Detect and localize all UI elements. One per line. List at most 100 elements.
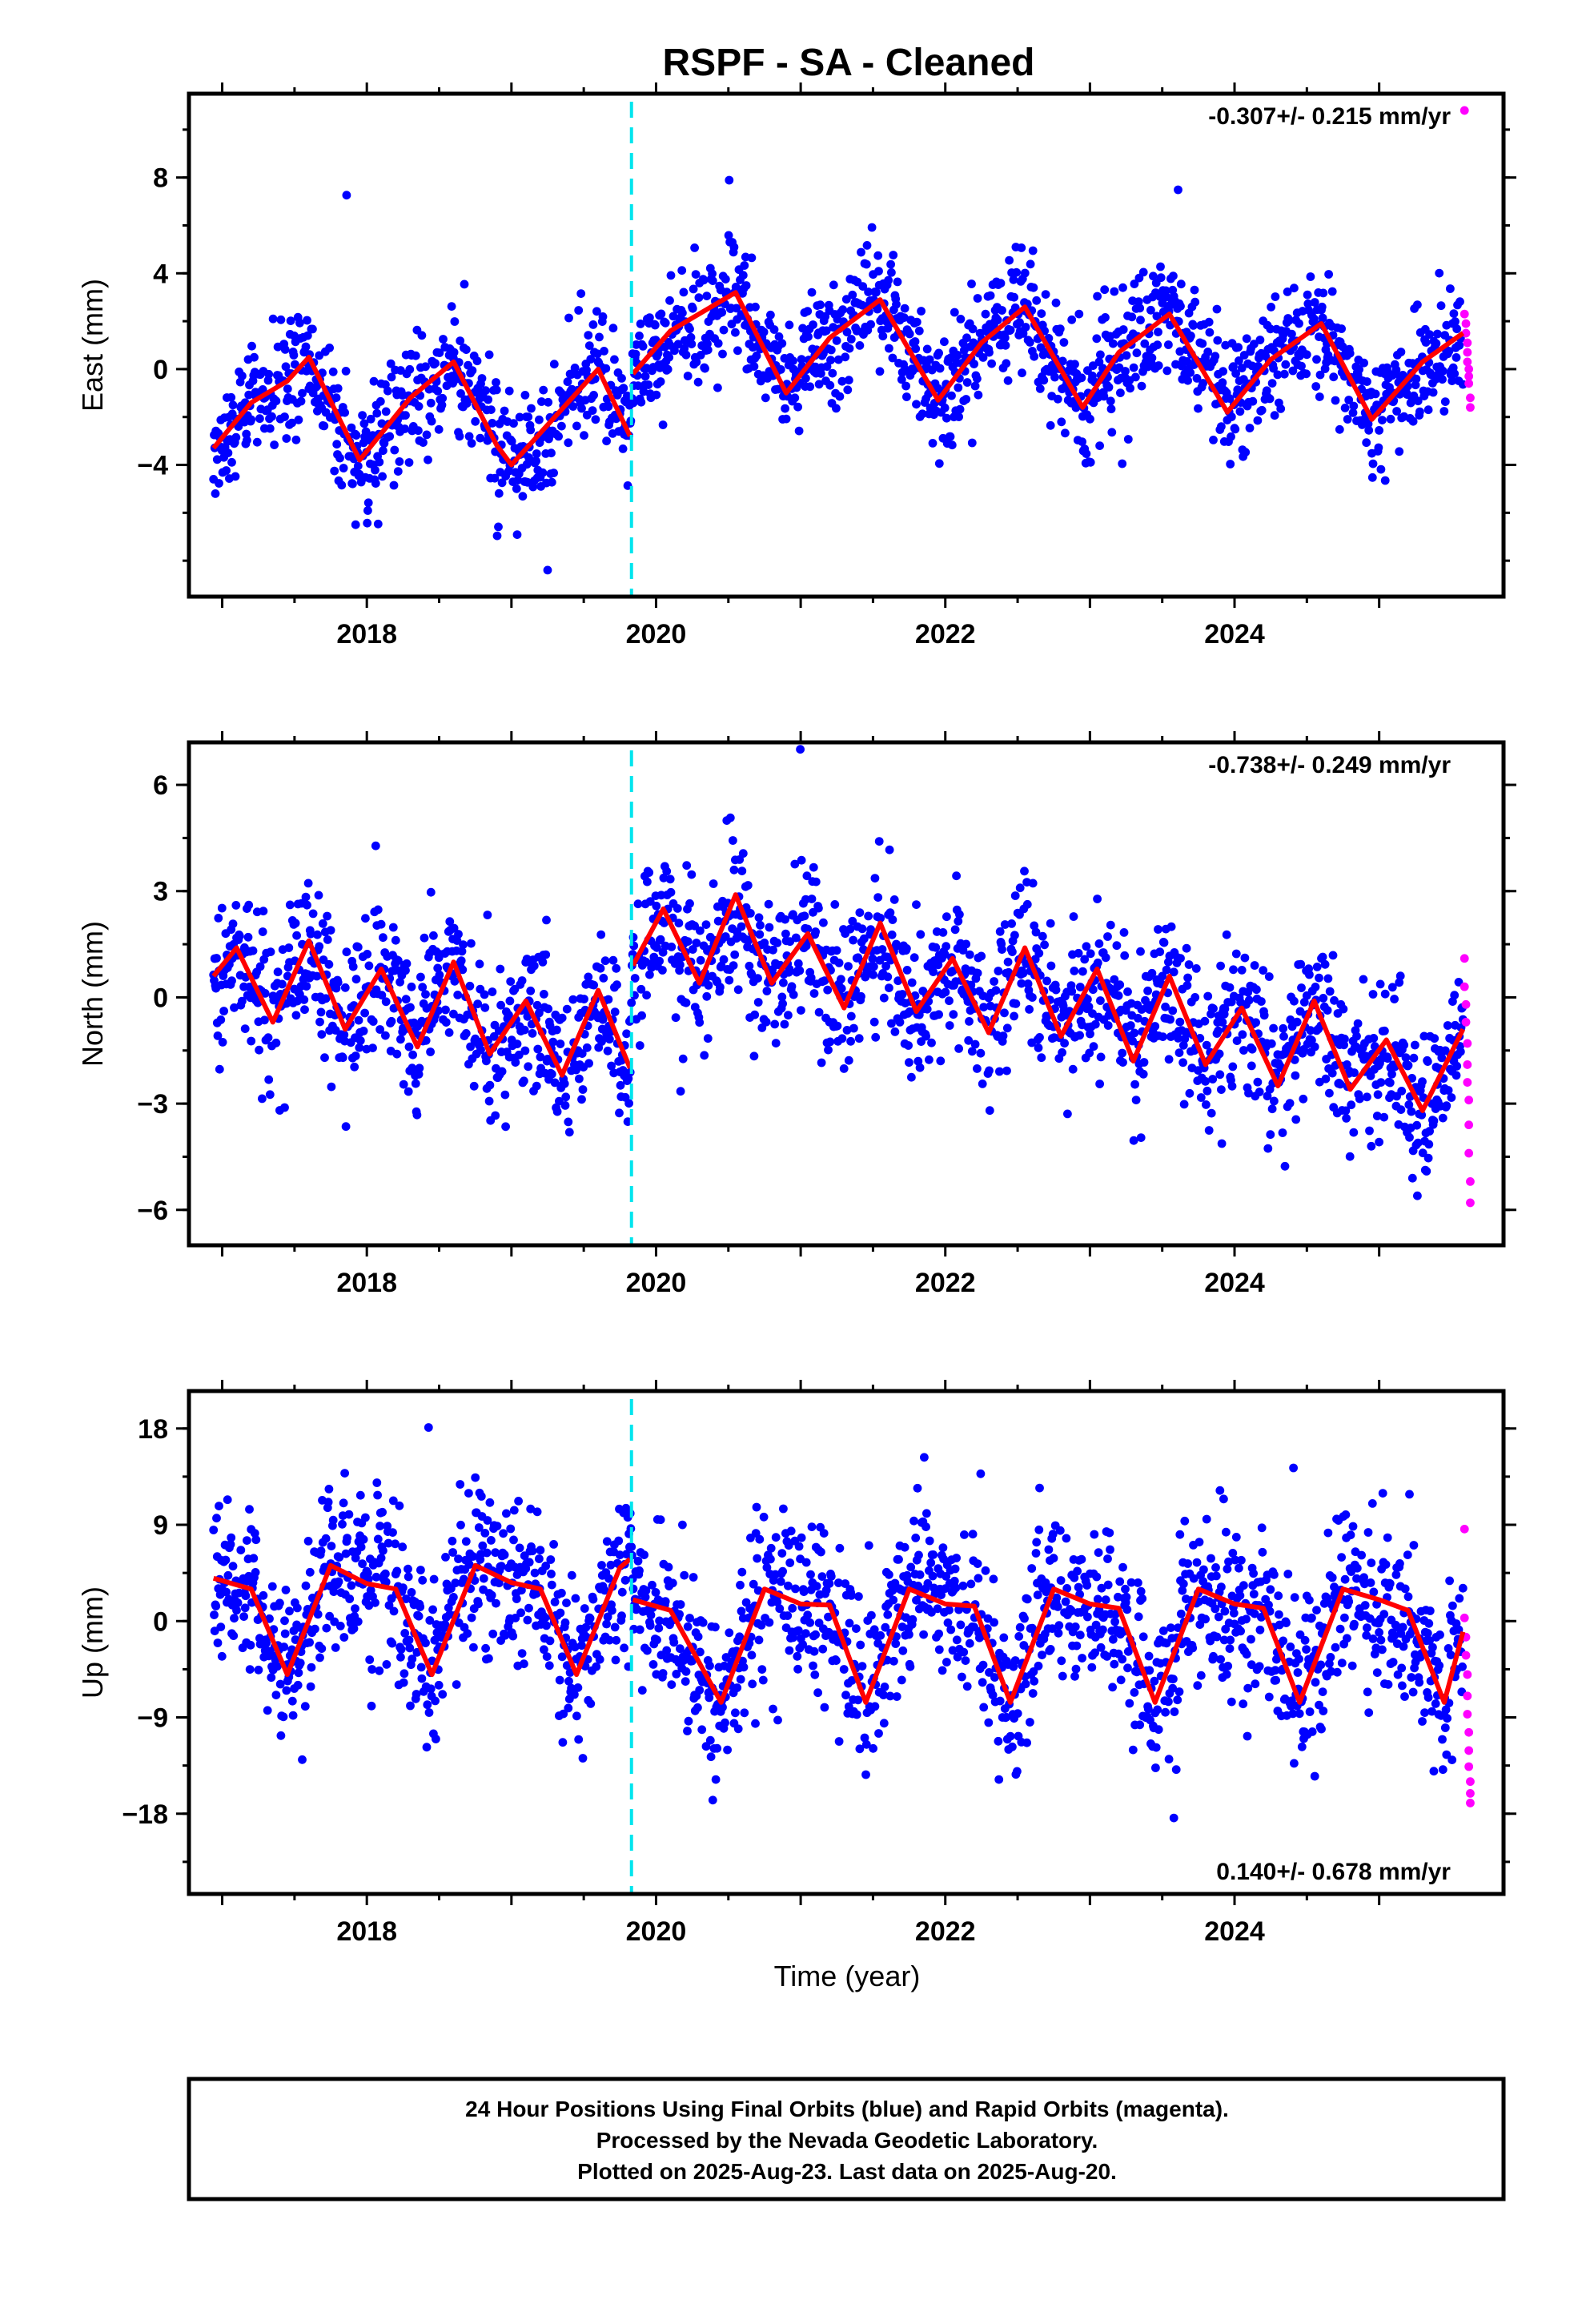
final-orbit-point	[217, 1651, 227, 1661]
final-orbit-point	[1093, 292, 1102, 301]
final-orbit-point	[1202, 1100, 1211, 1109]
final-orbit-point	[735, 1632, 745, 1642]
final-orbit-point	[1456, 297, 1464, 307]
final-orbit-point	[656, 309, 666, 319]
final-orbit-point	[834, 1737, 844, 1746]
final-orbit-point	[652, 943, 661, 952]
final-orbit-point	[1310, 298, 1319, 307]
final-orbit-point	[1126, 384, 1134, 393]
final-orbit-point	[676, 1087, 685, 1096]
final-orbit-point	[832, 404, 841, 413]
final-orbit-point	[905, 1662, 915, 1671]
final-orbit-point	[713, 916, 723, 926]
final-orbit-point	[258, 927, 267, 936]
final-orbit-point	[615, 1108, 624, 1118]
final-orbit-point	[832, 1656, 841, 1666]
final-orbit-point	[705, 1735, 715, 1745]
final-orbit-point	[483, 911, 492, 919]
model-fit-line	[631, 290, 1465, 422]
final-orbit-point	[408, 1063, 417, 1073]
final-orbit-point	[1002, 359, 1011, 368]
final-orbit-point	[1118, 283, 1127, 292]
final-orbit-point	[777, 992, 787, 1002]
final-orbit-point	[848, 290, 857, 300]
final-orbit-point	[500, 1090, 510, 1100]
final-orbit-point	[941, 987, 950, 997]
final-orbit-point	[793, 1651, 802, 1661]
final-orbit-point	[793, 1664, 802, 1674]
final-orbit-point	[641, 1586, 651, 1595]
final-orbit-point	[1023, 979, 1033, 988]
final-orbit-point	[263, 1033, 273, 1043]
final-orbit-point	[973, 1064, 982, 1073]
final-orbit-point	[871, 1032, 881, 1042]
final-orbit-point	[892, 1692, 901, 1701]
final-orbit-point	[879, 993, 889, 1003]
final-orbit-point	[373, 905, 383, 915]
final-orbit-point	[600, 956, 610, 966]
final-orbit-point	[345, 1594, 355, 1603]
final-orbit-point	[1345, 1152, 1355, 1161]
final-orbit-point	[1217, 1085, 1226, 1094]
final-orbit-point	[990, 1673, 999, 1682]
final-orbit-point	[954, 1605, 963, 1614]
final-orbit-point	[1438, 1113, 1447, 1123]
final-orbit-point	[663, 364, 673, 374]
final-orbit-point	[549, 468, 558, 477]
final-orbit-point	[981, 1566, 990, 1575]
final-orbit-point	[271, 1691, 281, 1700]
final-orbit-point	[557, 1652, 567, 1662]
final-orbit-point	[697, 1725, 707, 1735]
final-orbit-point	[1131, 372, 1140, 382]
final-orbit-point	[644, 868, 654, 877]
final-orbit-point	[691, 270, 701, 279]
final-orbit-point	[1032, 296, 1042, 305]
final-orbit-point	[920, 1453, 929, 1462]
final-orbit-point	[764, 899, 773, 909]
final-orbit-point	[803, 924, 813, 934]
final-orbit-point	[265, 1090, 275, 1100]
final-orbit-point	[434, 424, 444, 434]
final-orbit-point	[803, 1610, 813, 1620]
final-orbit-point	[725, 975, 734, 985]
final-orbit-point	[1319, 288, 1328, 298]
final-orbit-point	[733, 346, 742, 356]
final-orbit-point	[1383, 1054, 1392, 1063]
final-orbit-point	[399, 1080, 408, 1089]
final-orbit-point	[685, 899, 694, 908]
final-orbit-point	[1306, 272, 1315, 281]
final-orbit-point	[547, 1580, 556, 1590]
final-orbit-point	[1218, 1018, 1227, 1027]
final-orbit-point	[459, 1574, 468, 1584]
final-orbit-point	[942, 912, 951, 922]
final-orbit-point	[340, 408, 349, 417]
final-orbit-point	[267, 1582, 277, 1591]
final-orbit-point	[1437, 1053, 1447, 1063]
final-orbit-point	[1039, 376, 1049, 385]
final-orbit-point	[755, 930, 765, 939]
final-orbit-point	[1003, 376, 1013, 385]
final-orbit-point	[467, 439, 476, 448]
final-orbit-point	[302, 982, 311, 991]
final-orbit-point	[781, 404, 789, 413]
rapid-orbit-point	[1463, 1060, 1472, 1069]
final-orbit-point	[608, 955, 618, 965]
final-orbit-point	[433, 963, 443, 973]
final-orbit-point	[1180, 1034, 1190, 1043]
final-orbit-point	[605, 1035, 614, 1044]
final-orbit-point	[1343, 415, 1352, 424]
final-orbit-point	[881, 1622, 890, 1632]
final-orbit-point	[366, 414, 375, 424]
final-orbit-point	[900, 1542, 909, 1552]
final-orbit-point	[424, 1708, 434, 1717]
final-orbit-point	[454, 1554, 463, 1563]
final-orbit-point	[426, 1047, 435, 1056]
final-orbit-point	[1266, 1130, 1275, 1140]
final-orbit-point	[270, 440, 279, 449]
final-orbit-point	[571, 1594, 580, 1603]
final-orbit-point	[844, 1055, 853, 1065]
final-orbit-point	[752, 1502, 761, 1512]
final-orbit-point	[401, 1594, 411, 1603]
final-orbit-point	[1216, 961, 1225, 971]
